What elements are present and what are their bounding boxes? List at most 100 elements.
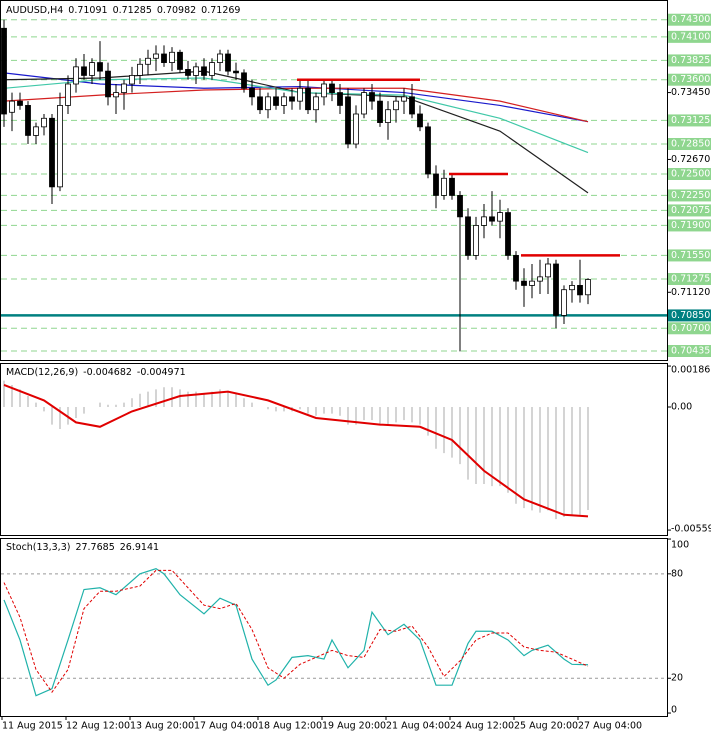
candle-body <box>585 279 591 296</box>
candle-body <box>249 87 255 98</box>
candle-body <box>553 263 559 316</box>
support-box <box>668 309 711 322</box>
x-tick-label: 13 Aug 20:00 <box>130 721 194 732</box>
level-box <box>668 322 711 335</box>
candle-body <box>161 53 167 63</box>
candle-body <box>9 100 15 113</box>
header-value: 0.71269 <box>201 5 240 16</box>
candle-body <box>57 105 63 188</box>
header-value: 26.9141 <box>120 542 159 553</box>
candle-body <box>209 62 215 76</box>
candle-body <box>217 53 223 63</box>
candle-body <box>121 83 127 93</box>
candle-body <box>513 255 519 282</box>
candle-body <box>169 51 175 63</box>
candle-body <box>145 57 151 65</box>
candle-body <box>377 100 383 123</box>
candle-body <box>457 195 463 218</box>
candle-body <box>241 72 247 89</box>
macd-panel <box>0 363 668 536</box>
candle-body <box>65 83 71 106</box>
candle-body <box>353 113 359 145</box>
x-tick-label: 27 Aug 04:00 <box>578 721 642 732</box>
level-box <box>668 345 711 357</box>
candle-body <box>265 96 271 111</box>
candle-body <box>313 96 319 111</box>
level-box <box>668 219 711 232</box>
candle-body <box>369 92 375 102</box>
candle-body <box>137 63 143 76</box>
y-tick-label: 0.001861 <box>671 365 711 376</box>
candle-body <box>225 53 231 72</box>
level-label: 0.73825 <box>671 55 710 66</box>
header-title: Stoch(13,3,3) <box>6 542 70 553</box>
x-tick-label: 21 Aug 04:00 <box>386 721 450 732</box>
level-label: 0.71550 <box>671 250 710 261</box>
candle-body <box>537 276 543 282</box>
header-value: 27.7685 <box>75 542 114 553</box>
level-label: 0.72500 <box>671 169 710 180</box>
candle-body <box>465 216 471 256</box>
candle-body <box>569 285 575 291</box>
candle-body <box>473 225 479 256</box>
level-label: 0.72850 <box>671 139 710 150</box>
level-box <box>668 249 711 262</box>
candle-body <box>201 66 207 76</box>
candle-body <box>41 117 47 128</box>
candle-body <box>33 126 39 136</box>
y-tick-label: 20 <box>671 673 683 684</box>
y-tick-label: 80 <box>671 568 683 579</box>
header-title: MACD(12,26,9) <box>6 367 78 378</box>
candle-body <box>385 109 391 123</box>
candle-body <box>281 96 287 106</box>
header-value: 0.71285 <box>113 5 152 16</box>
candle-body <box>329 83 335 93</box>
level-box <box>668 30 711 43</box>
candle-body <box>257 96 263 111</box>
level-box <box>668 13 711 26</box>
candle-body <box>441 177 447 196</box>
level-label: 0.72075 <box>671 205 710 216</box>
candle-body <box>361 92 367 115</box>
level-box <box>668 138 711 150</box>
candle-body <box>81 66 87 76</box>
level-label: 0.70700 <box>671 323 710 334</box>
panel-header: MACD(12,26,9) -0.004682 -0.004971 <box>6 367 186 378</box>
candle-body <box>393 100 399 111</box>
x-tick-label: 11 Aug 2015 <box>2 721 63 732</box>
candle-body <box>401 96 407 102</box>
candle-body <box>337 92 343 106</box>
y-tick-label: 100 <box>671 540 689 551</box>
y-tick-label: 0.00 <box>671 401 692 412</box>
candle-body <box>481 216 487 226</box>
header-value: 0.71091 <box>68 5 107 16</box>
support-label: 0.70850 <box>671 310 710 321</box>
candle-body <box>73 66 79 85</box>
level-label: 0.71275 <box>671 274 710 285</box>
candle-body <box>305 87 311 111</box>
x-tick-label: 18 Aug 12:00 <box>258 721 322 732</box>
macd-signal <box>3 384 589 518</box>
candle-body <box>193 66 199 76</box>
candle-body <box>577 285 583 296</box>
x-tick-label: 19 Aug 20:00 <box>322 721 386 732</box>
y-tick-label: 0.73450 <box>671 87 710 98</box>
level-label: 0.73125 <box>671 115 710 126</box>
candle-body <box>561 289 567 316</box>
level-box <box>668 54 711 67</box>
candle-body <box>113 92 119 98</box>
level-label: 0.70435 <box>671 346 710 357</box>
stoch-signal <box>3 569 589 694</box>
candle-body <box>345 96 351 145</box>
candle-body <box>25 105 31 136</box>
x-tick-label: 24 Aug 12:00 <box>450 721 514 732</box>
candle-body <box>89 62 95 76</box>
candle-body <box>105 70 111 98</box>
level-label: 0.72250 <box>671 190 710 201</box>
candle-body <box>425 126 431 175</box>
level-box <box>668 168 711 180</box>
candle-body <box>129 75 135 85</box>
header-value: -0.004682 <box>83 367 132 378</box>
level-box <box>668 273 711 285</box>
